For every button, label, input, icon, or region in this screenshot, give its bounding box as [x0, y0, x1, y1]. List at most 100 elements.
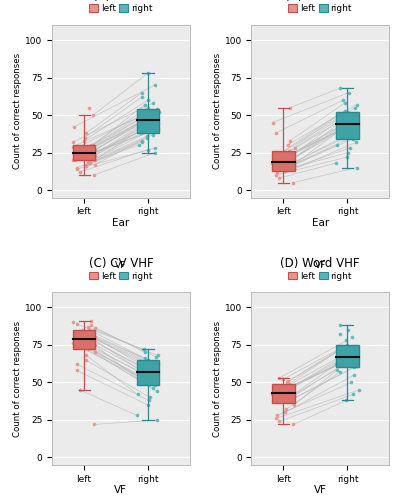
Point — [284, 141, 291, 149]
Point — [146, 365, 152, 373]
Point — [85, 146, 91, 154]
Point — [286, 147, 292, 155]
Point — [87, 344, 93, 352]
Point — [144, 371, 150, 379]
Point — [91, 348, 98, 356]
Point — [91, 160, 98, 168]
Point — [275, 388, 282, 396]
Point — [88, 141, 94, 149]
Point — [156, 108, 162, 116]
Point — [84, 150, 91, 158]
Y-axis label: Count of correct responses: Count of correct responses — [13, 53, 22, 170]
Point — [146, 396, 152, 404]
Point — [336, 110, 342, 118]
Point — [85, 159, 91, 167]
Point — [85, 346, 91, 354]
Point — [71, 123, 77, 131]
Point — [137, 364, 144, 372]
Point — [86, 147, 93, 155]
Point — [269, 118, 276, 126]
Point — [83, 129, 89, 137]
Point — [351, 364, 358, 372]
Point — [290, 420, 297, 428]
Point — [70, 142, 77, 150]
Point — [152, 382, 158, 390]
Point — [91, 171, 97, 179]
Point — [87, 322, 94, 330]
Point — [269, 390, 275, 398]
Point — [138, 93, 145, 101]
Point — [70, 138, 76, 146]
Bar — [73, 145, 95, 160]
Point — [282, 166, 288, 174]
Point — [287, 104, 294, 112]
Point — [152, 377, 158, 385]
Point — [333, 360, 340, 368]
Point — [73, 144, 80, 152]
Point — [343, 336, 350, 344]
Point — [145, 378, 151, 386]
Point — [84, 332, 91, 340]
Point — [351, 348, 358, 356]
Point — [74, 366, 80, 374]
Point — [345, 358, 351, 366]
Point — [344, 153, 350, 161]
Point — [74, 164, 81, 172]
Point — [70, 318, 77, 326]
Point — [85, 154, 91, 162]
Point — [335, 347, 341, 355]
Point — [349, 135, 356, 143]
Point — [150, 130, 156, 138]
Point — [137, 122, 143, 130]
Point — [91, 341, 98, 349]
Point — [287, 136, 294, 144]
Point — [282, 406, 289, 413]
Point — [343, 122, 350, 130]
Point — [343, 396, 349, 404]
Point — [344, 341, 350, 349]
Point — [72, 338, 78, 346]
Point — [346, 144, 353, 152]
Point — [344, 123, 350, 131]
Point — [138, 114, 144, 122]
Point — [352, 104, 358, 112]
Point — [276, 374, 283, 382]
Point — [286, 394, 292, 402]
Point — [351, 371, 357, 379]
Point — [269, 159, 275, 167]
Point — [146, 114, 153, 122]
Point — [352, 352, 358, 360]
Legend: left, right: left, right — [87, 259, 154, 282]
Point — [77, 328, 83, 336]
Point — [154, 118, 161, 126]
Point — [349, 120, 355, 128]
Point — [145, 96, 151, 104]
Y-axis label: Count of correct responses: Count of correct responses — [213, 320, 222, 437]
Point — [136, 376, 142, 384]
Point — [273, 414, 279, 422]
Point — [142, 348, 149, 356]
Point — [273, 168, 280, 176]
Point — [139, 88, 146, 96]
Point — [338, 346, 344, 354]
Point — [150, 368, 156, 376]
Point — [139, 372, 146, 380]
Point — [149, 111, 156, 119]
Point — [338, 126, 344, 134]
Point — [356, 386, 362, 394]
Point — [286, 154, 292, 162]
Point — [142, 120, 148, 128]
Point — [352, 132, 358, 140]
Point — [154, 105, 160, 113]
Point — [72, 156, 78, 164]
Point — [151, 362, 158, 370]
Point — [271, 389, 277, 397]
Point — [87, 159, 93, 167]
Point — [285, 152, 292, 160]
Point — [144, 370, 150, 378]
Point — [337, 330, 343, 338]
Y-axis label: Count of correct responses: Count of correct responses — [13, 320, 22, 437]
Point — [86, 334, 93, 342]
Point — [145, 104, 151, 112]
Point — [291, 154, 298, 162]
